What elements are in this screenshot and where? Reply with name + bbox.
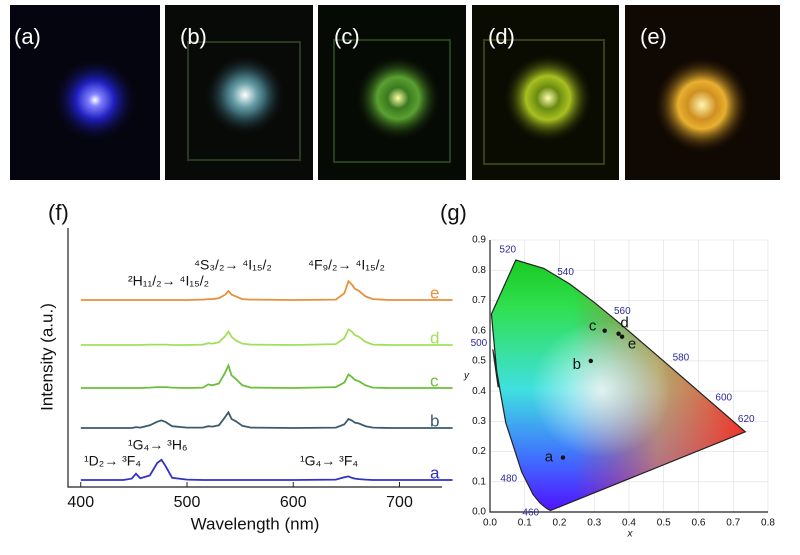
wavelength-label: 600 (715, 393, 732, 404)
x-tick-label: 0.4 (622, 518, 636, 529)
annotation: ¹G₄→ ³H₆ (128, 437, 188, 453)
photo-labels: (a) (b) (c) (d) (e) (14, 24, 667, 49)
x-tick-label: 0.8 (761, 518, 775, 529)
spectrum-line (80, 327, 453, 346)
y-tick-label: 0.9 (472, 235, 486, 246)
wavelength-label: 460 (522, 507, 539, 518)
point-label: a (545, 449, 554, 466)
x-tick-label: 0.7 (726, 518, 740, 529)
photo-label: (b) (180, 24, 207, 49)
y-tick-label: 0.5 (472, 356, 486, 367)
photo-label: (c) (334, 24, 360, 49)
y-tick-label: 0.4 (472, 386, 486, 397)
spectrum-line (80, 458, 453, 481)
wavelength-label: 560 (614, 306, 631, 317)
x-tick-label: 500 (174, 494, 201, 511)
x-axis-label: x (627, 529, 634, 540)
spectrum-line (80, 410, 453, 429)
y-tick-label: 0.7 (472, 295, 486, 306)
y-tick-label: 0.3 (472, 416, 486, 427)
x-tick-label: 0.1 (518, 518, 532, 529)
y-tick-label: 0.6 (472, 325, 486, 336)
photos (10, 5, 780, 180)
x-tick-label: 600 (280, 494, 307, 511)
film-edge (333, 39, 451, 163)
glow (205, 55, 285, 135)
point-label: e (628, 336, 636, 353)
film-edge (187, 41, 301, 161)
y-axis-label: Intensity (a.u.) (37, 303, 56, 411)
x-axis-label: Wavelength (nm) (191, 514, 320, 533)
series-label: a (430, 463, 440, 482)
photo-label: (e) (640, 24, 667, 49)
wavelength-label: 540 (557, 267, 574, 278)
spectral-locus (490, 259, 747, 512)
x-tick-label: 0.2 (553, 518, 567, 529)
glow (356, 56, 440, 140)
y-tick-label: 0.1 (472, 476, 486, 487)
photo-label: (a) (14, 24, 41, 49)
series-label: c (430, 371, 439, 390)
x-tick-label: 700 (386, 494, 413, 511)
point-label: b (573, 356, 581, 373)
chromaticity-point (560, 455, 566, 460)
y-axis-label: y (463, 371, 470, 382)
annotation: ¹G₄→ ³F₄ (300, 453, 358, 469)
panel-label: (f) (48, 200, 69, 225)
chromaticity-point (619, 334, 625, 339)
wavelength-label: 500 (471, 338, 488, 349)
glow (504, 54, 592, 142)
series-label: d (430, 328, 439, 347)
annotation: ⁴S₃/₂→ ⁴I₁₅/₂ (194, 257, 272, 273)
wavelength-label: 520 (499, 244, 516, 255)
y-tick-label: 0.0 (472, 507, 486, 518)
glow (53, 58, 137, 142)
film-edge (483, 39, 605, 165)
annotation: ¹D₂→ ³F₄ (84, 453, 141, 469)
axis (489, 240, 768, 513)
series-label: e (430, 283, 439, 302)
panel-label: (g) (440, 200, 467, 225)
cie-plot: 0.0 0.1 0.2 0.3 0.4 0.5 0.6 0.7 0.8 0.0 0.1 0.2 0.3 0… (463, 235, 775, 540)
glow (654, 57, 750, 153)
y-tick-label: 0.8 (472, 265, 486, 276)
wavelength-label: 620 (738, 414, 755, 425)
photo-label: (d) (488, 24, 515, 49)
x-tick-label: 400 (67, 494, 94, 511)
annotation: ²H₁₁/₂→ ⁴I₁₅/₂ (128, 273, 209, 289)
axis (67, 228, 442, 488)
annotation: ⁴F₉/₂→ ⁴I₁₅/₂ (308, 257, 385, 273)
x-tick-label: 0.3 (587, 518, 601, 529)
x-tick-label: 0.0 (483, 518, 497, 529)
chromaticity-point (616, 331, 621, 336)
wavelength-label: 580 (673, 352, 690, 363)
spectrum-line (80, 279, 453, 301)
point-label: d (620, 315, 628, 332)
point-label: c (589, 318, 597, 335)
y-tick-label: 0.2 (472, 446, 486, 457)
x-tick-label: 0.6 (692, 518, 706, 529)
wavelength-label: 480 (500, 474, 517, 485)
chromaticity-point (588, 358, 593, 364)
series-label: b (430, 411, 439, 430)
chromaticity-point (602, 328, 607, 333)
x-tick-label: 0.5 (657, 518, 671, 529)
spectrum-line (80, 363, 453, 389)
